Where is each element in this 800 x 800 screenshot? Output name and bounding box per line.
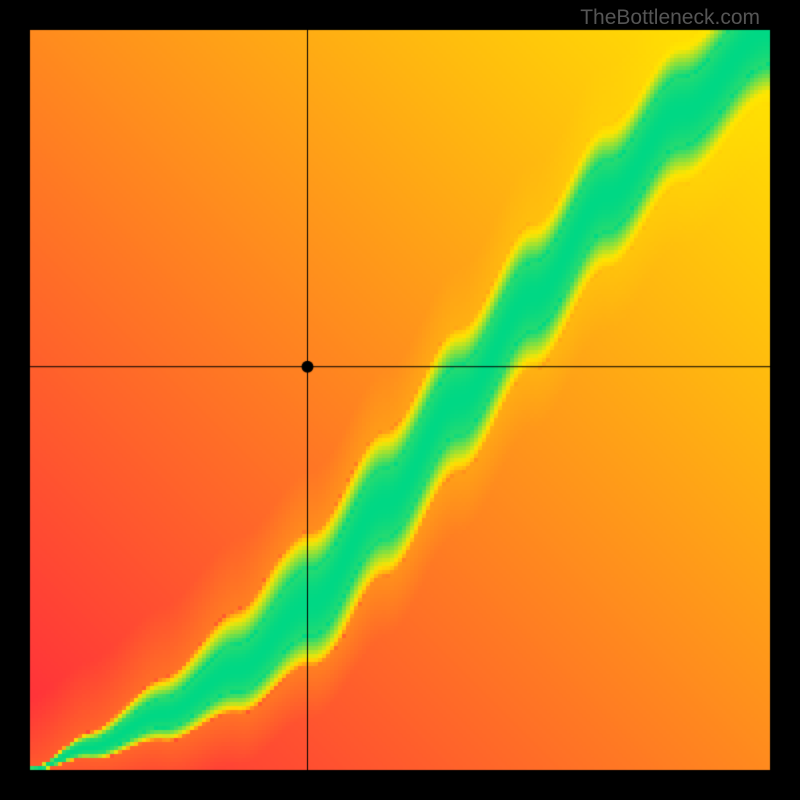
chart-container: TheBottleneck.com	[0, 0, 800, 800]
bottleneck-heatmap	[0, 0, 800, 800]
watermark-text: TheBottleneck.com	[580, 6, 760, 30]
